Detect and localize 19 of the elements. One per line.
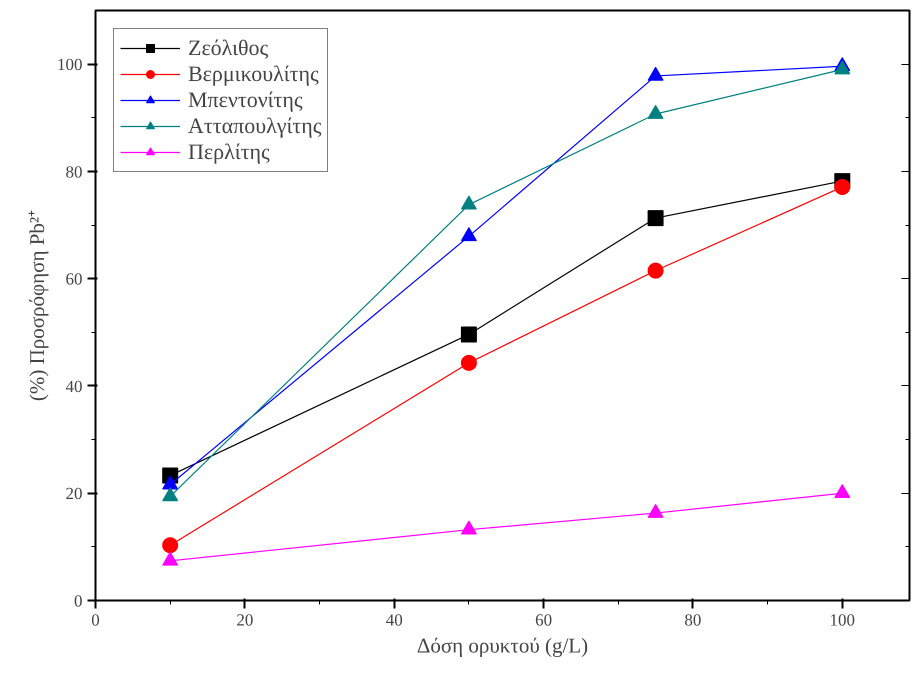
x-tick-label: 20 [236, 610, 254, 630]
x-tick-label: 40 [386, 610, 403, 630]
y-axis-title: (%) Προσρόφηση Pb²⁺ [25, 210, 49, 402]
legend-label: Περλίτης [188, 139, 270, 165]
y-tick-label: 80 [66, 162, 82, 182]
x-tick-label: 0 [91, 610, 100, 630]
x-tick-label: 60 [535, 610, 552, 630]
x-axis-title: Δόση ορυκτού (g/L) [416, 634, 588, 658]
legend-label: Ζεόλιθος [188, 35, 268, 61]
x-tick-label: 100 [830, 610, 856, 630]
y-tick-label: 100 [57, 55, 82, 74]
x-tick-label: 80 [684, 610, 702, 630]
legend-label: Βερμικουλίτης [188, 61, 319, 87]
y-tick-label: 40 [66, 376, 82, 396]
y-tick-label: 0 [74, 592, 82, 610]
y-tick-label: 20 [66, 484, 82, 504]
legend-label: Μπεντονίτης [188, 87, 303, 113]
legend-label: Ατταπουλγίτης [188, 113, 322, 139]
y-tick-label: 60 [66, 270, 82, 289]
